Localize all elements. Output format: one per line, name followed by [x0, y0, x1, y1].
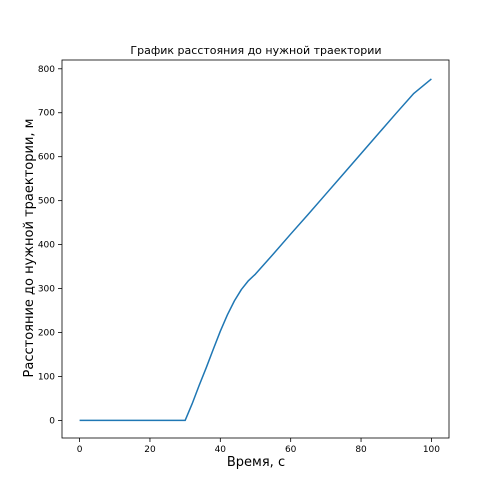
y-tick-label: 300 [38, 285, 55, 295]
x-tick-label: 0 [77, 445, 83, 455]
series-line-0 [79, 78, 432, 422]
x-tick-label: 100 [423, 445, 440, 455]
y-axis: 0 100 200 300 400 500 600 700 800 [38, 65, 62, 426]
y-tick-label: 600 [38, 153, 55, 163]
y-tick-label: 200 [38, 329, 55, 339]
x-tick-label: 40 [215, 445, 227, 455]
y-tick-label: 800 [38, 65, 55, 75]
y-tick-label: 500 [38, 197, 55, 207]
x-axis-label: Время, с [227, 455, 285, 470]
plot-frame [61, 59, 450, 439]
y-axis-label: Расстояние до нужной траектории, м [22, 119, 37, 378]
chart-title: График расстояния до нужной траектории [130, 44, 381, 57]
x-tick-label: 60 [285, 445, 297, 455]
x-tick-label: 80 [355, 445, 367, 455]
x-tick-label: 20 [144, 445, 156, 455]
plot-area [61, 59, 450, 439]
y-tick-label: 400 [38, 241, 55, 251]
y-tick-label: 700 [38, 109, 55, 119]
y-tick-label: 100 [38, 372, 55, 382]
x-axis: 0 20 40 60 80 100 [77, 438, 440, 455]
y-tick-label: 0 [49, 416, 55, 426]
